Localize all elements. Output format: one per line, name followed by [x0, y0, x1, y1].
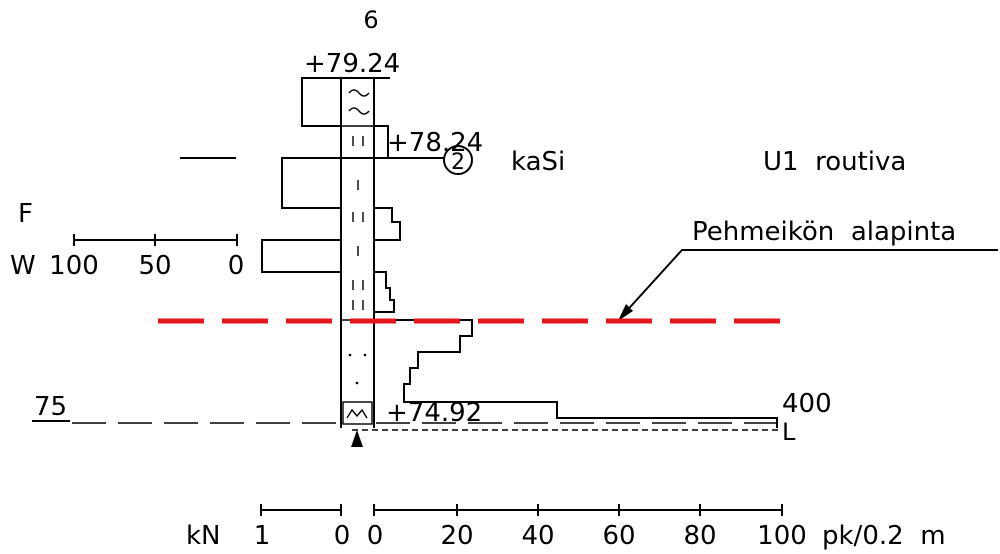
- penetration-resistance-profile: [374, 125, 778, 428]
- point-id: 6: [363, 6, 378, 34]
- peat-symbol-upper: [348, 89, 370, 97]
- pk-tick-100: 100: [757, 521, 807, 551]
- silt-symbols: [352, 136, 364, 310]
- bottom-marker-icon: [351, 430, 363, 447]
- w-label: W: [10, 251, 36, 281]
- kn-scale: [260, 504, 342, 516]
- level-label: 75: [34, 392, 67, 422]
- peat-symbol-lower: [348, 107, 370, 115]
- pk-scale: [373, 504, 783, 516]
- soft-layer-label: Pehmeikön alapinta: [692, 217, 956, 247]
- hard-layer-symbol: [346, 408, 368, 419]
- soft-layer-leader: [621, 249, 998, 317]
- pk-tick-40: 40: [521, 521, 554, 551]
- soft-layer-arrowhead: [618, 304, 633, 321]
- weight-sounding-profile: [261, 77, 341, 273]
- soil-classification: U1 routiva: [763, 147, 906, 177]
- bottom-elevation: +74.92: [386, 398, 482, 428]
- sample-number: 2: [451, 150, 465, 175]
- max-value-label: 400: [782, 389, 832, 419]
- soil-symbols: [342, 89, 373, 425]
- weight-tick-0: 0: [228, 251, 245, 281]
- hard-layer-box: [342, 401, 373, 425]
- f-label: F: [18, 199, 33, 229]
- pk-tick-20: 20: [440, 521, 473, 551]
- mid-elevation: +78.24: [387, 128, 483, 158]
- sand-dots: [348, 353, 367, 385]
- kn-tick-0: 0: [334, 521, 351, 551]
- kn-tick-1: 1: [254, 521, 271, 551]
- weight-scale: [73, 234, 238, 246]
- weight-tick-50: 50: [138, 251, 171, 281]
- end-symbol: L: [782, 418, 796, 446]
- pk-tick-60: 60: [602, 521, 635, 551]
- kn-unit: kN: [186, 521, 221, 551]
- pk-unit: pk/0.2 m: [822, 521, 946, 551]
- pk-tick-0: 0: [367, 521, 384, 551]
- soil-code: kaSi: [511, 147, 565, 177]
- pk-tick-80: 80: [683, 521, 716, 551]
- sample-marker-circle: [443, 145, 473, 175]
- weight-tick-100: 100: [49, 251, 99, 281]
- top-elevation: +79.24: [304, 49, 400, 79]
